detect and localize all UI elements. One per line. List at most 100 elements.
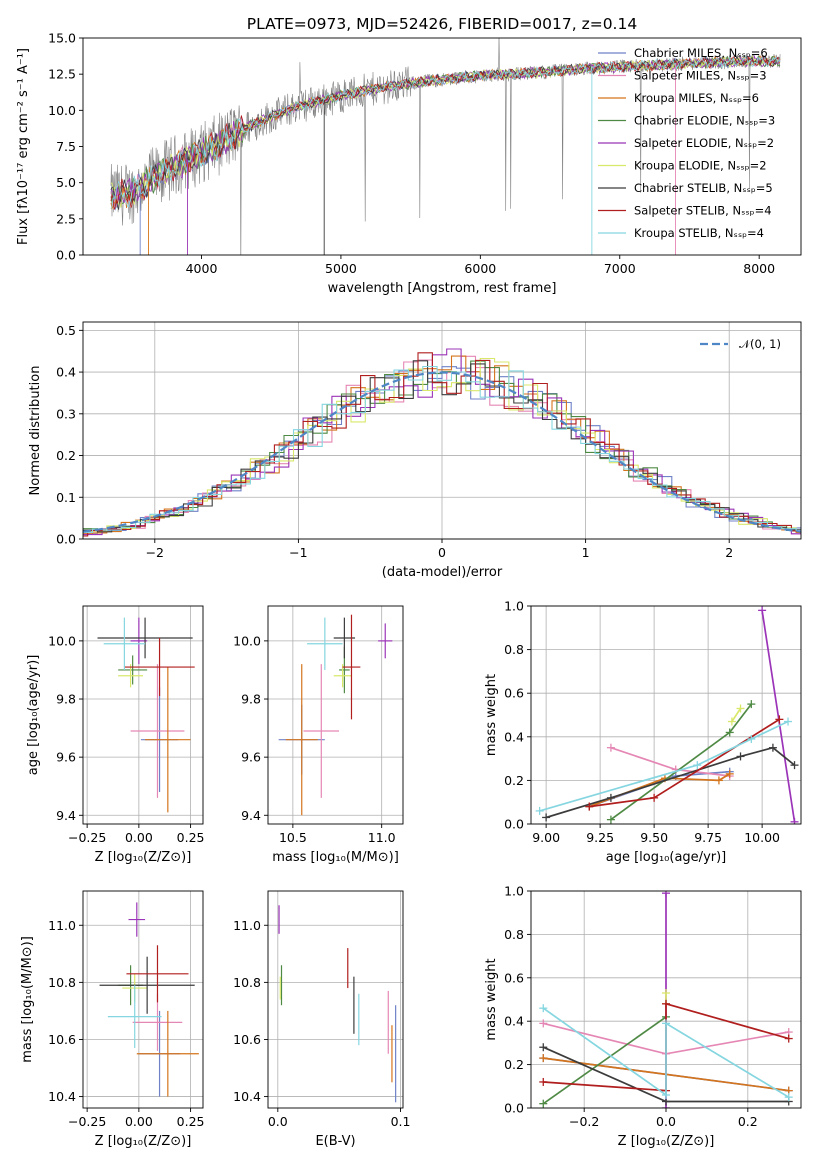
weight-line: [761, 610, 796, 822]
axes-frame: [267, 605, 404, 825]
x-tick-label: 0.0: [656, 1114, 676, 1129]
x-axis-label: E(B-V): [315, 1134, 355, 1149]
panel-1: 4000 5000 6000 7000 8000 0.0 2.5 5.0 7.5 10.0 12.5…: [16, 31, 802, 296]
y-tick-label: 11.0: [48, 918, 76, 933]
x-tick-label: 9.50: [640, 830, 668, 845]
y-tick-label: 1.0: [504, 884, 524, 899]
y-tick-label: 10.6: [233, 1032, 261, 1047]
y-tick-label: 0.4: [56, 365, 76, 380]
x-tick-label: 2: [725, 545, 733, 560]
y-tick-label: 9.6: [241, 750, 261, 765]
x-tick-label: 5000: [325, 261, 357, 276]
weight-line: [542, 1007, 790, 1098]
model-spectrum-line: [110, 55, 781, 209]
y-axis-label: mass weight: [484, 674, 499, 756]
panel-5: 9.00 9.25 9.50 9.75 10.00 0.0 0.2 0.4 0.6 0.8 1.0 a…: [484, 599, 802, 865]
y-tick-label: 0.1: [56, 490, 76, 505]
figure-title: PLATE=0973, MJD=52426, FIBERID=0017, z=0…: [247, 15, 637, 33]
axes-frame: [530, 605, 802, 825]
x-tick-label: 10.5: [279, 830, 307, 845]
x-tick-label: 9.25: [586, 830, 614, 845]
weight-line: [542, 1016, 667, 1105]
y-axis-label: mass [log₁₀(M/M⊙)]: [20, 936, 35, 1063]
x-tick-label: 11.0: [368, 830, 396, 845]
residual-histogram: [83, 357, 801, 533]
residual-histogram: [83, 360, 801, 533]
x-tick-label: 0.00: [125, 1114, 153, 1129]
panel-2: −2 −1 0 1 2 0.0 0.1 0.2 0.3 0.4 0.5 (data-model)/er…: [28, 321, 802, 580]
panel-8: −0.2 0.0 0.2 0.0 0.2 0.4 0.6 0.8 1.0 Z [log₁₀(Z/Z…: [484, 884, 802, 1149]
y-axis-label: age [log₁₀(age/yr)]: [26, 655, 41, 776]
y-tick-label: 0.0: [56, 532, 76, 547]
panel-4: 10.5 11.0 9.4 9.6 9.8 10.0 mass [log₁₀(M/M⊙)]: [233, 605, 404, 865]
y-tick-label: 9.6: [56, 750, 76, 765]
legend-label: Kroupa STELIB, Nₛₛₚ=4: [634, 226, 764, 240]
x-tick-label: 7000: [604, 261, 636, 276]
plot-area: [99, 902, 199, 1097]
y-tick-label: 9.4: [241, 808, 261, 823]
y-tick-label: 11.0: [233, 918, 261, 933]
x-tick-label: 10.00: [744, 830, 780, 845]
legend-label: Salpeter STELIB, Nₛₛₚ=4: [634, 204, 772, 218]
y-tick-label: 0.0: [56, 248, 76, 263]
panel-3: −0.25 0.00 0.25 9.4 9.6 9.8 10.0 Z [log₁₀(Z/Z⊙)…: [26, 605, 205, 865]
legend-label: Chabrier ELODIE, Nₛₛₚ=3: [634, 114, 775, 128]
plot-area: [278, 614, 393, 816]
plot-area: [97, 617, 195, 813]
gaussian-curve: [83, 371, 801, 533]
x-axis-label: wavelength [Angstrom, rest frame]: [328, 281, 557, 296]
y-tick-label: 0.6: [504, 970, 524, 985]
y-axis-label: Normed distribution: [28, 366, 43, 496]
y-tick-label: 0.2: [504, 773, 524, 788]
legend-label: Chabrier MILES, Nₛₛₚ=6: [634, 46, 768, 60]
weight-line: [539, 720, 789, 812]
y-tick-label: 12.5: [48, 67, 76, 82]
legend-label: Chabrier STELIB, Nₛₛₚ=5: [634, 181, 773, 195]
y-tick-label: 0.4: [504, 729, 524, 744]
x-tick-label: −0.25: [68, 830, 106, 845]
y-tick-label: 0.8: [504, 927, 524, 942]
x-tick-label: −0.2: [569, 1114, 599, 1129]
y-tick-label: 9.4: [56, 808, 76, 823]
x-tick-label: 1: [582, 545, 590, 560]
x-tick-label: 4000: [186, 261, 218, 276]
y-tick-label: 0.6: [504, 686, 524, 701]
y-tick-label: 10.0: [48, 103, 76, 118]
y-tick-label: 10.8: [233, 975, 261, 990]
x-tick-label: −1: [289, 545, 307, 560]
y-axis-label: mass weight: [484, 958, 499, 1040]
axes-frame: [82, 605, 204, 825]
x-axis-label: Z [log₁₀(Z/Z⊙)]: [95, 1134, 192, 1149]
y-tick-label: 0.4: [504, 1014, 524, 1029]
y-tick-label: 5.0: [56, 175, 76, 190]
y-tick-label: 10.8: [48, 975, 76, 990]
legend: Chabrier MILES, Nₛₛₚ=6 Salpeter MILES, Nₛ…: [598, 46, 775, 240]
x-tick-label: 6000: [464, 261, 496, 276]
y-tick-label: 0.3: [56, 406, 76, 421]
y-tick-label: 10.0: [233, 633, 261, 648]
x-axis-label: age [log₁₀(age/yr)]: [606, 850, 727, 865]
axes-frame: [82, 890, 204, 1109]
panel-7: 0.0 0.1 10.4 10.6 10.8 11.0 E(B-V): [233, 890, 411, 1149]
x-tick-label: 0.1: [391, 1114, 411, 1129]
residual-histogram: [83, 360, 801, 531]
x-tick-label: 0.25: [177, 1114, 205, 1129]
plot-area: [278, 905, 397, 1103]
x-tick-label: 0.25: [177, 830, 205, 845]
x-axis-label: Z [log₁₀(Z/Z⊙)]: [618, 1134, 715, 1149]
plot-area: [535, 606, 799, 824]
y-tick-label: 10.4: [48, 1089, 76, 1104]
x-tick-label: −2: [146, 545, 164, 560]
y-tick-label: 10.0: [48, 633, 76, 648]
x-tick-label: 9.75: [694, 830, 722, 845]
y-tick-label: 10.6: [48, 1032, 76, 1047]
legend-label: Salpeter ELODIE, Nₛₛₚ=2: [634, 136, 774, 150]
model-spectrum-line: [110, 55, 781, 205]
y-tick-label: 0.8: [504, 642, 524, 657]
y-tick-label: 7.5: [56, 139, 76, 154]
x-tick-label: 9.00: [532, 830, 560, 845]
plot-area: [83, 348, 801, 537]
y-tick-label: 2.5: [56, 211, 76, 226]
y-tick-label: 15.0: [48, 31, 76, 46]
